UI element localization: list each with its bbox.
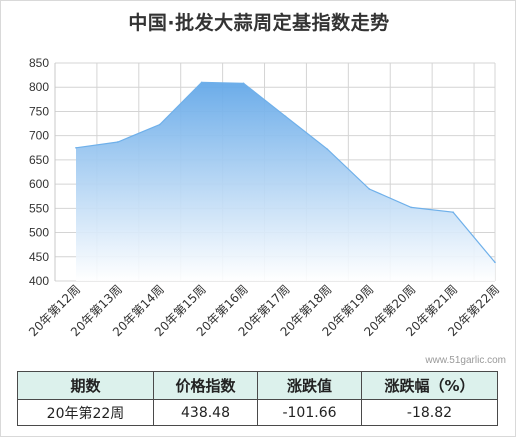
header-price-index: 价格指数	[153, 371, 258, 400]
data-point	[117, 141, 119, 143]
y-tick-label: 650	[29, 153, 49, 167]
data-point	[494, 261, 496, 264]
header-period: 期数	[17, 371, 154, 400]
data-point	[200, 81, 203, 84]
table-row: 20年第22周 438.48 -101.66 -18.82	[17, 399, 498, 426]
data-point	[242, 82, 245, 85]
y-tick-label: 600	[29, 177, 49, 191]
header-change-percent: 涨跌幅（%）	[361, 371, 498, 400]
series-area-fill	[76, 82, 495, 282]
chart-title: 中国·批发大蒜周定基指数走势	[128, 12, 390, 34]
cell-price-index: 438.48	[153, 399, 258, 426]
watermark: www.51garlic.com	[425, 355, 506, 366]
table-header-row: 期数 价格指数 涨跌值 涨跌幅（%）	[17, 371, 498, 400]
cell-change-value: -101.66	[257, 399, 362, 426]
y-tick-label: 500	[29, 226, 49, 240]
data-point	[410, 206, 412, 209]
data-point	[75, 146, 77, 149]
y-tick-label: 850	[29, 56, 49, 70]
y-tick-label: 800	[29, 80, 49, 94]
data-point	[452, 211, 454, 214]
data-point	[284, 115, 287, 118]
cell-period: 20年第22周	[17, 399, 154, 426]
y-tick-label: 400	[29, 274, 49, 288]
data-point	[326, 148, 329, 151]
y-tick-label: 700	[29, 129, 49, 143]
header-change-value: 涨跌值	[257, 371, 362, 400]
y-tick-label: 450	[29, 250, 49, 264]
y-tick-label: 550	[29, 201, 49, 215]
summary-table: 期数 价格指数 涨跌值 涨跌幅（%） 20年第22周 438.48 -101.6…	[17, 371, 498, 426]
y-tick-label: 750	[29, 104, 49, 118]
cell-change-percent: -18.82	[361, 399, 498, 426]
data-point	[368, 188, 371, 190]
data-point	[158, 123, 161, 126]
